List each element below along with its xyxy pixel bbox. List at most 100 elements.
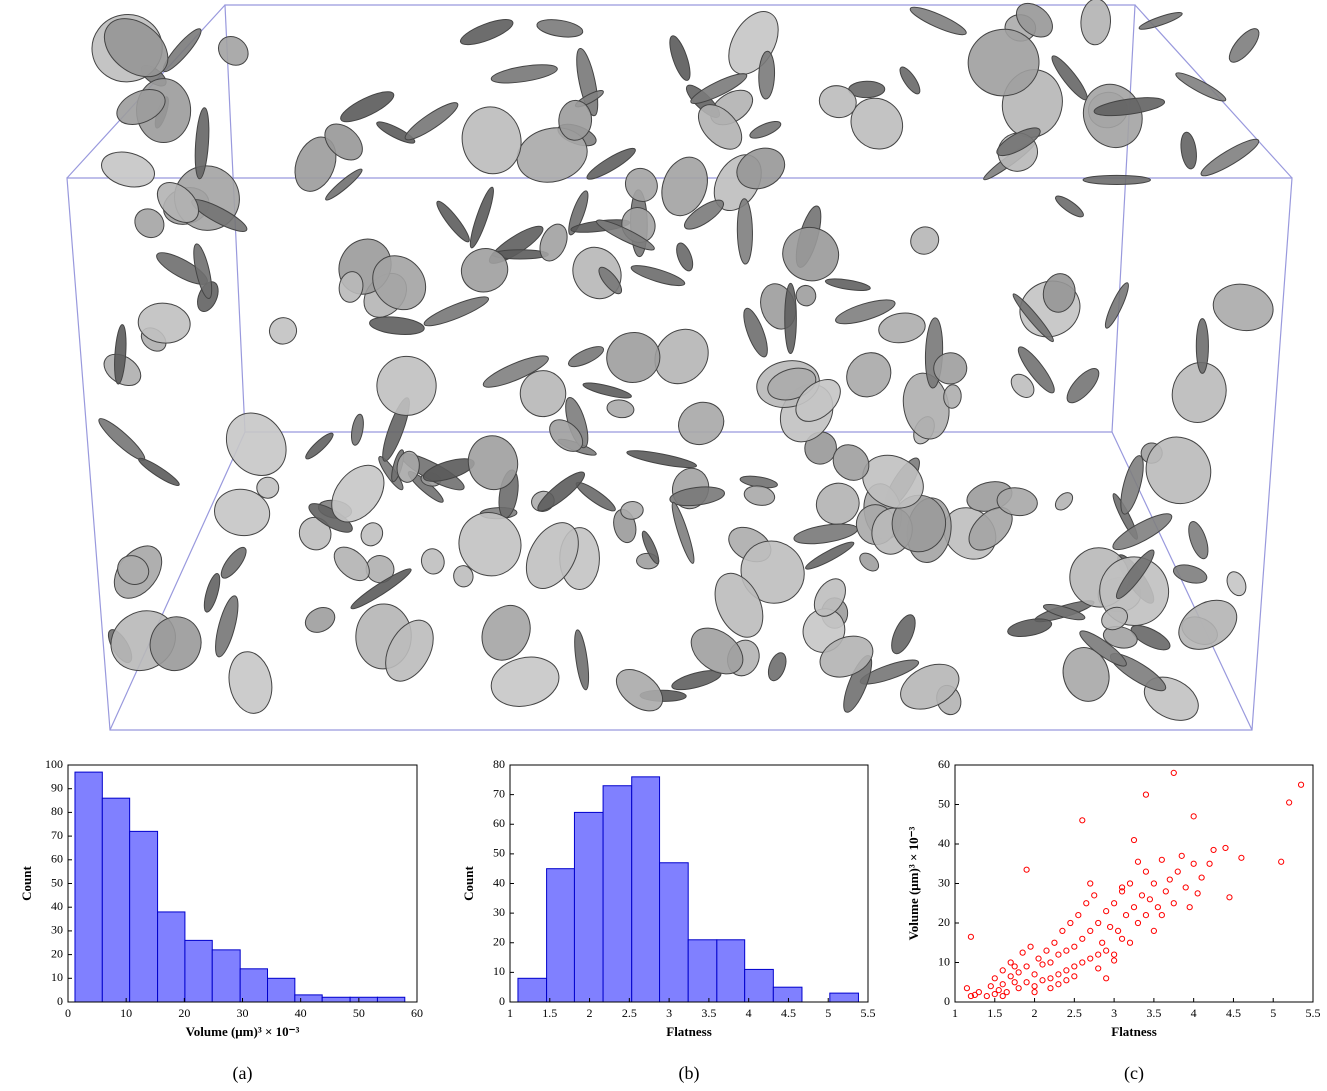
y-tick-label: 40 — [493, 875, 505, 889]
particle — [654, 328, 709, 385]
particle — [396, 450, 420, 483]
x-tick-label: 1.5 — [542, 1006, 557, 1020]
point — [1122, 912, 1130, 919]
bar — [294, 994, 323, 1003]
particle — [350, 568, 412, 610]
particle — [1195, 318, 1209, 374]
point — [975, 989, 982, 996]
particle — [225, 412, 287, 476]
particle — [369, 316, 425, 336]
particle — [1015, 2, 1053, 38]
x-tick-label: 0 — [65, 1006, 71, 1020]
particle — [835, 299, 896, 325]
particle — [220, 546, 247, 579]
particle — [490, 656, 560, 707]
particle — [900, 663, 960, 710]
particle — [626, 450, 698, 469]
particle — [101, 151, 155, 188]
particle — [736, 147, 786, 190]
x-tick-label: 5 — [825, 1006, 831, 1020]
bar — [829, 992, 859, 1003]
particle — [690, 627, 744, 675]
point — [999, 981, 1006, 988]
point — [1011, 963, 1018, 970]
point — [1162, 888, 1169, 895]
particle — [338, 271, 364, 303]
bar — [659, 862, 689, 1003]
plot-frame — [954, 764, 1314, 1003]
particle — [114, 324, 127, 385]
particle — [620, 501, 644, 520]
particle — [385, 619, 434, 682]
y-tick-label: 20 — [51, 946, 63, 960]
point — [1154, 904, 1161, 911]
y-tick-label: 70 — [51, 828, 63, 842]
x-tick-label: 3.5 — [1146, 1006, 1161, 1020]
point — [1075, 912, 1082, 919]
caption: (c) — [1124, 1063, 1144, 1084]
particle — [690, 73, 748, 104]
y-tick-label: 40 — [938, 836, 950, 850]
x-tick-label: 20 — [178, 1006, 190, 1020]
point — [1083, 900, 1090, 907]
point — [1226, 894, 1233, 901]
particle — [676, 242, 694, 272]
particle — [624, 167, 658, 202]
particle — [1178, 599, 1238, 650]
point — [1126, 939, 1134, 946]
point — [1111, 951, 1118, 958]
y-tick-label: 10 — [938, 954, 950, 968]
particle — [818, 85, 857, 119]
x-tick-label: 5 — [1270, 1006, 1276, 1020]
point — [991, 975, 998, 982]
point — [1095, 919, 1102, 927]
point — [1114, 927, 1122, 935]
particle — [215, 595, 239, 658]
point — [1107, 923, 1114, 931]
particle — [423, 296, 490, 327]
point — [967, 992, 975, 1000]
point — [1031, 971, 1038, 978]
bar — [376, 996, 406, 1003]
point — [1194, 890, 1201, 897]
particle — [728, 11, 779, 75]
particle — [1062, 647, 1110, 702]
particle — [350, 413, 364, 446]
particle — [268, 317, 298, 345]
volume-rendering — [66, 0, 1293, 731]
particle — [458, 512, 522, 577]
point — [1186, 904, 1193, 911]
point — [967, 933, 975, 940]
particle — [606, 331, 661, 383]
x-tick-label: 40 — [295, 1006, 307, 1020]
bar — [744, 968, 774, 1003]
x-tick-label: 2 — [587, 1006, 593, 1020]
y-tick-label: 30 — [51, 923, 63, 937]
particle — [568, 346, 605, 368]
particle — [568, 190, 589, 236]
point — [1206, 860, 1213, 867]
x-tick-label: 30 — [237, 1006, 249, 1020]
point — [995, 987, 1002, 994]
point — [1158, 856, 1165, 863]
bar — [772, 986, 803, 1003]
particle — [1066, 368, 1100, 404]
particle — [162, 28, 202, 73]
particle — [304, 606, 336, 633]
particle — [217, 36, 249, 66]
particle — [1120, 455, 1144, 515]
particle — [98, 418, 146, 461]
y-axis-title: Count — [461, 865, 476, 900]
particle — [697, 104, 743, 150]
point — [1067, 919, 1074, 927]
point — [1015, 985, 1022, 992]
particle — [615, 669, 664, 712]
particle — [813, 578, 846, 617]
y-tick-label: 10 — [51, 970, 63, 984]
particle — [436, 200, 470, 243]
particle — [376, 355, 437, 416]
point — [1118, 884, 1126, 891]
y-tick-label: 100 — [45, 757, 63, 771]
particle — [1226, 571, 1247, 597]
